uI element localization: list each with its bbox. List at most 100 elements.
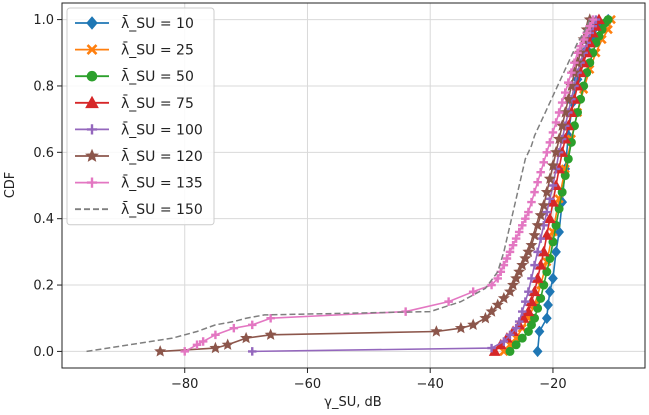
data-point [524,287,533,296]
y-axis-label: CDF [3,172,18,199]
data-point [551,118,561,127]
data-point [540,229,553,240]
data-point [546,159,559,171]
data-point [603,15,613,25]
data-point [511,323,521,333]
data-point [468,287,478,296]
legend-label: λ̄_SU = 75 [121,94,194,112]
data-point [527,274,536,283]
plot-frame [61,2,646,369]
data-point [573,48,582,58]
x-axis-label: γ_SU, dB [324,395,381,410]
data-point [534,325,545,338]
data-point [264,328,277,340]
data-point [519,252,532,264]
legend-label: λ̄_SU = 50 [121,68,194,86]
data-point [543,172,556,184]
data-point [536,167,545,177]
data-point [559,106,572,118]
data-point [511,340,521,350]
data-point [551,246,561,258]
data-point [444,297,453,306]
data-point [582,28,591,38]
legend-label: λ̄_SU = 135 [121,174,203,192]
data-point [533,177,542,187]
data-point [505,330,515,340]
data-point [579,35,588,44]
data-point [430,325,443,337]
legend-marker [86,177,98,188]
data-point [209,341,222,354]
data-point [548,128,558,137]
data-point [525,238,538,251]
data-point [540,185,553,198]
data-point [548,237,558,247]
data-point [247,347,257,356]
data-point [180,347,189,356]
data-point [198,337,208,346]
data-point [543,299,553,311]
data-point [570,58,579,67]
data-point [588,15,598,24]
series-7 [180,15,598,356]
y-tick-label: 1.0 [33,13,54,28]
data-point [513,265,526,277]
legend-marker [85,148,99,162]
data-point [550,146,563,158]
data-point [560,171,570,181]
data-point [542,267,552,277]
data-point [530,260,539,270]
data-point [539,158,548,167]
x-tick-label: −60 [294,377,321,392]
data-point [536,293,546,303]
data-point [491,298,504,311]
legend-entry: λ̄_SU = 150 [75,201,203,218]
data-point [514,227,524,237]
data-point [508,240,518,250]
x-tick-label: −20 [539,377,566,392]
data-point [530,187,539,197]
data-point [505,346,515,356]
data-point [499,337,509,346]
data-point [221,338,234,350]
data-point [536,234,545,243]
series-line [252,19,597,353]
data-point [551,220,561,230]
data-point [531,219,544,231]
data-point [563,154,573,164]
data-point [532,345,543,358]
series-8 [86,19,591,353]
data-point [528,228,541,241]
data-point [576,41,585,51]
data-point [192,340,202,350]
y-tick-label: 0.4 [33,212,54,227]
data-point [557,98,567,107]
y-tick-label: 0.2 [33,279,54,294]
data-point [518,221,527,230]
data-point [557,187,567,197]
data-point [521,297,530,306]
data-point [533,247,542,257]
data-point [556,119,569,131]
data-point [527,197,536,207]
data-point [266,313,275,323]
legend-label: λ̄_SU = 120 [121,147,203,165]
legend-entry: λ̄_SU = 120 [75,147,203,165]
legend-marker [86,124,98,135]
data-point [567,68,576,77]
legend-marker [86,70,98,82]
data-point [585,21,595,31]
data-point [544,212,556,224]
data-point [154,345,167,357]
x-axis-ticks: −80 −60 −40 −20 [171,368,567,392]
data-point [518,307,527,316]
data-point [517,333,527,343]
series-line [86,19,591,353]
legend-label: λ̄_SU = 25 [121,41,194,59]
data-point [545,138,555,147]
x-tick-label: −80 [171,377,198,392]
data-point [487,343,496,353]
data-point [564,78,573,87]
data-point [544,285,555,298]
